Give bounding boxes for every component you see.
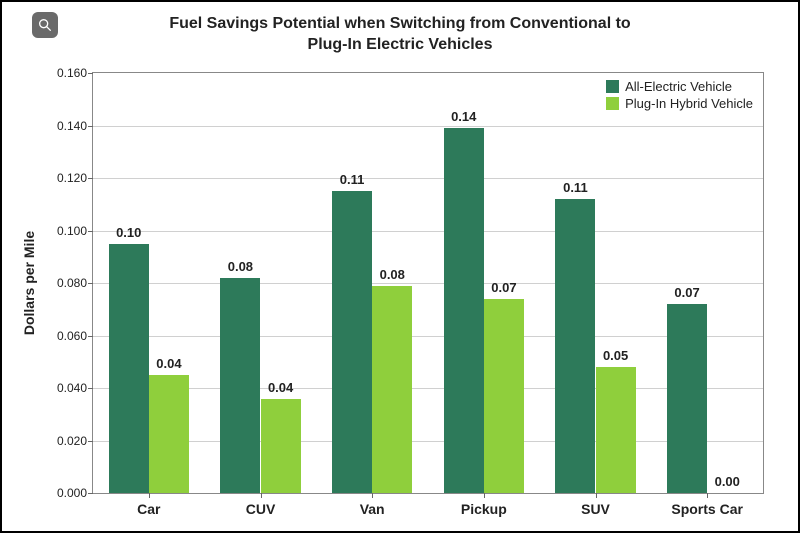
grid-line [93, 126, 763, 127]
y-tick-label: 0.040 [57, 381, 87, 395]
y-axis-label: Dollars per Mile [21, 231, 37, 335]
x-tick-label: Sports Car [671, 501, 743, 517]
plot-area: Dollars per Mile All-Electric VehiclePlu… [92, 72, 764, 494]
bar: 0.10 [109, 244, 149, 493]
x-tick-mark [261, 493, 262, 498]
legend: All-Electric Vehicle Plug-In Hybrid Vehic… [606, 79, 753, 113]
grid-line [93, 231, 763, 232]
grid-line [93, 441, 763, 442]
bar: 0.14 [444, 128, 484, 493]
chart-title-line2: Plug-In Electric Vehicles [308, 36, 493, 53]
y-tick-mark [88, 283, 93, 284]
legend-item: Plug-In Hybrid Vehicle [606, 96, 753, 111]
bar: 0.08 [220, 278, 260, 493]
chart-frame: Fuel Savings Potential when Switching fr… [0, 0, 800, 533]
legend-item: All-Electric Vehicle [606, 79, 753, 94]
bar-value-label: 0.07 [674, 285, 699, 300]
x-tick-label: Car [137, 501, 160, 517]
bar-value-label: 0.14 [451, 109, 476, 124]
x-tick-mark [484, 493, 485, 498]
bar-value-label: 0.08 [380, 267, 405, 282]
y-tick-mark [88, 441, 93, 442]
y-tick-mark [88, 126, 93, 127]
x-tick-mark [596, 493, 597, 498]
legend-swatch [606, 97, 619, 110]
bar-value-label: 0.05 [603, 348, 628, 363]
bar-value-label: 0.11 [563, 180, 588, 195]
y-tick-label: 0.100 [57, 224, 87, 238]
y-tick-mark [88, 73, 93, 74]
grid-line [93, 336, 763, 337]
y-tick-label: 0.140 [57, 119, 87, 133]
bar: 0.07 [667, 304, 707, 493]
bar-value-label: 0.08 [228, 259, 253, 274]
bar: 0.05 [596, 367, 636, 493]
legend-label: Plug-In Hybrid Vehicle [625, 96, 753, 111]
chart-title: Fuel Savings Potential when Switching fr… [2, 14, 798, 56]
y-tick-mark [88, 178, 93, 179]
bar: 0.08 [372, 286, 412, 493]
legend-label: All-Electric Vehicle [625, 79, 732, 94]
grid-line [93, 178, 763, 179]
bar: 0.11 [555, 199, 595, 493]
y-tick-label: 0.020 [57, 434, 87, 448]
bar-value-label: 0.04 [156, 356, 181, 371]
bar: 0.04 [261, 399, 301, 494]
y-tick-mark [88, 388, 93, 389]
bar-value-label: 0.00 [715, 474, 740, 489]
y-tick-label: 0.120 [57, 171, 87, 185]
x-tick-label: SUV [581, 501, 610, 517]
bar-value-label: 0.04 [268, 380, 293, 395]
y-tick-label: 0.060 [57, 329, 87, 343]
legend-swatch [606, 80, 619, 93]
chart-title-line1: Fuel Savings Potential when Switching fr… [169, 15, 630, 32]
grid-line [93, 388, 763, 389]
y-tick-label: 0.000 [57, 486, 87, 500]
bar-value-label: 0.10 [116, 225, 141, 240]
bar: 0.11 [332, 191, 372, 493]
y-tick-mark [88, 231, 93, 232]
bar-value-label: 0.11 [340, 172, 365, 187]
x-tick-mark [149, 493, 150, 498]
x-tick-label: CUV [246, 501, 276, 517]
bar: 0.07 [484, 299, 524, 493]
y-tick-mark [88, 493, 93, 494]
y-tick-label: 0.160 [57, 66, 87, 80]
y-tick-mark [88, 336, 93, 337]
x-tick-mark [372, 493, 373, 498]
x-tick-mark [707, 493, 708, 498]
y-tick-label: 0.080 [57, 276, 87, 290]
bar-value-label: 0.07 [491, 280, 516, 295]
x-tick-label: Van [360, 501, 385, 517]
bar: 0.04 [149, 375, 189, 493]
grid-line [93, 283, 763, 284]
x-tick-label: Pickup [461, 501, 507, 517]
